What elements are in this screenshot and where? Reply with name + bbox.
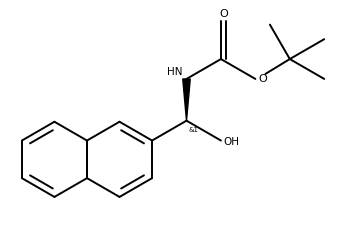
- Text: HN: HN: [167, 67, 182, 77]
- Text: O: O: [219, 9, 228, 19]
- Text: &1: &1: [189, 126, 199, 132]
- Text: O: O: [258, 74, 267, 84]
- Polygon shape: [183, 80, 190, 121]
- Text: OH: OH: [224, 136, 240, 146]
